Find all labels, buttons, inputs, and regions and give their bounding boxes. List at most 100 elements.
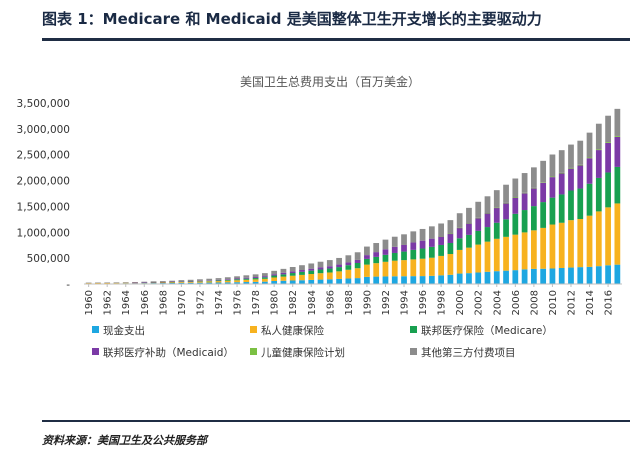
x-tick-label: 2006: [511, 290, 522, 315]
bar-segment: [178, 281, 185, 283]
bar-segment: [169, 280, 175, 282]
bar-segment: [410, 259, 417, 277]
bar-segment: [401, 251, 407, 261]
bar-segment: [391, 246, 398, 253]
bar-segment: [262, 277, 268, 279]
bar-segment: [391, 252, 398, 261]
bar-segment: [262, 276, 268, 278]
legend: 现金支出 私人健康保险 联邦医疗保险（Medicare） 联邦医疗补助（Medicai…: [92, 324, 553, 359]
bar-segment: [299, 265, 305, 271]
x-tick-label: 1962: [103, 290, 114, 315]
bar-segment: [512, 213, 519, 235]
bar-segment: [549, 268, 556, 284]
bar-segment: [605, 142, 611, 143]
bar-segment: [456, 249, 463, 274]
bar-segment: [540, 182, 547, 203]
bar-segment: [419, 228, 426, 241]
bar-segment: [521, 232, 528, 270]
bar-segment: [521, 193, 528, 211]
bar-segment: [159, 281, 166, 282]
bar-segment: [438, 236, 444, 245]
x-tick-label: 1970: [177, 290, 188, 315]
bar-segment: [605, 265, 611, 284]
bar-segment: [401, 260, 407, 277]
x-tick-label: 2000: [455, 290, 466, 315]
bar-segment: [475, 244, 482, 273]
bar-segment: [122, 282, 129, 283]
bar-segment: [558, 222, 565, 268]
bar-segment: [577, 267, 584, 284]
bar-segment: [308, 274, 315, 280]
bar-segment: [243, 282, 250, 284]
bar-segment: [447, 220, 454, 234]
bar-segment: [549, 177, 556, 198]
bar-segment: [364, 276, 370, 284]
bar-segment: [475, 217, 482, 219]
bar-segment: [586, 266, 593, 284]
bar-segment: [262, 281, 268, 284]
chart-title: 美国卫生总费用支出（百万美金）: [240, 74, 420, 89]
bar-segment: [243, 279, 250, 283]
bar-segment: [354, 263, 361, 269]
bar-segment: [577, 140, 584, 165]
x-tick-label: 1960: [84, 290, 95, 315]
bar-segment: [614, 264, 621, 284]
bar-segment: [503, 219, 509, 237]
bar-segment: [150, 282, 157, 283]
bar-segment: [364, 258, 370, 265]
bar-segment: [549, 176, 556, 178]
bar-segment: [280, 280, 287, 284]
bar-segment: [382, 261, 389, 277]
bar-segment: [317, 261, 324, 268]
x-tick-label: 1996: [418, 290, 429, 315]
y-tick-label: 1,000,000: [17, 227, 70, 239]
bar-segment: [484, 271, 491, 284]
bar-segment: [401, 234, 407, 245]
bar-segment: [605, 115, 611, 143]
bar-segment: [438, 255, 444, 276]
bar-segment: [187, 281, 194, 282]
legend-label: 私人健康保险: [261, 324, 324, 337]
bar-segment: [493, 207, 500, 209]
bar-segment: [456, 227, 463, 229]
bar-segment: [215, 282, 222, 284]
bar-segment: [549, 197, 556, 225]
bar-segment: [438, 236, 444, 237]
x-tick-label: 2016: [604, 290, 615, 315]
bar-segment: [364, 246, 370, 256]
bar-segment: [503, 202, 509, 204]
bar-segment: [373, 256, 380, 264]
bar-segment: [586, 183, 593, 216]
bar-segment: [391, 236, 398, 247]
bar-segment: [234, 276, 240, 279]
bar-segment: [308, 279, 315, 284]
bar-segment: [197, 282, 203, 284]
bar-segment: [224, 279, 231, 281]
bar-segment: [206, 280, 213, 282]
bar-segment: [438, 223, 444, 237]
bar-segment: [85, 283, 92, 284]
x-tick-label: 2002: [474, 290, 485, 315]
bar-segment: [466, 207, 472, 224]
bar-segment: [586, 215, 593, 267]
y-tick-label: 3,000,000: [17, 124, 70, 136]
bar-segment: [410, 231, 417, 243]
bar-segment: [317, 279, 324, 284]
bar-segment: [484, 213, 491, 214]
bar-segment: [169, 282, 175, 284]
bar-segment: [466, 247, 472, 274]
bar-segment: [447, 254, 454, 275]
bar-segment: [345, 265, 352, 270]
bar-segment: [280, 276, 287, 281]
bar-segment: [95, 282, 101, 284]
bar-segment: [224, 279, 231, 280]
bar-segment: [178, 281, 185, 283]
bar-segment: [401, 276, 407, 284]
bar-segment: [558, 267, 565, 284]
bar-segment: [234, 279, 240, 281]
x-axis: 1960 1962 1964 1966 1968 1970 1972 1974 1976 1978…: [84, 284, 615, 315]
bar-segment: [326, 279, 333, 284]
bar-segment: [132, 282, 138, 284]
x-tick-label: 1968: [158, 290, 169, 315]
bar-segment: [326, 272, 333, 280]
